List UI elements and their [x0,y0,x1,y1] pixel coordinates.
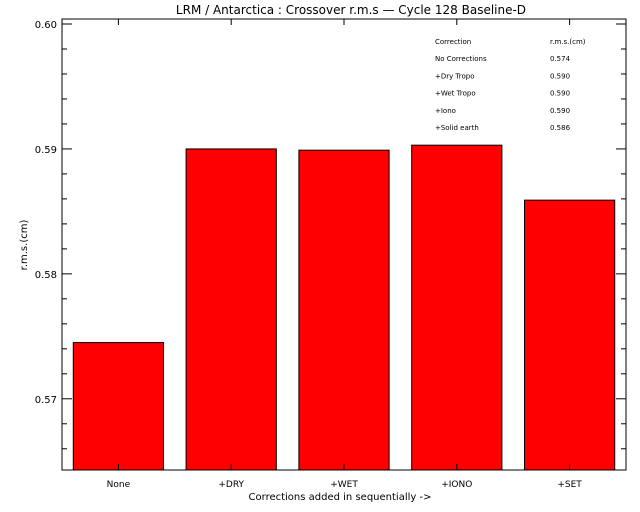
x-tick-label: +SET [557,480,582,490]
table-cell-rms: 0.590 [550,90,570,98]
bar-4 [411,144,503,471]
y-axis-label: r.m.s.(cm) [19,220,30,271]
x-tick-label: +DRY [218,480,244,490]
y-tick-label: 0.59 [35,145,57,156]
bars-layer [72,144,616,471]
y-tick-label: 0.57 [35,395,57,406]
x-tick-label: +IONO [441,480,472,490]
table-cell-rms: 0.574 [550,55,571,63]
chart-title: LRM / Antarctica : Crossover r.m.s — Cyc… [176,3,526,17]
table-cell-correction: +Iono [435,107,456,115]
bar-1 [72,342,165,471]
bar-3 [298,149,390,471]
table-cell-correction: +Dry Tropo [435,72,474,80]
table-header-correction: Correction [435,38,471,46]
ticks-layer: None +DRY +WET +IONO +SET 0.57 0.58 0.59 0.60 [35,19,626,490]
table-header-rms: r.m.s.(cm) [550,38,586,46]
x-tick-label: None [107,480,131,490]
x-axis-label: Corrections added in sequentially -> [249,492,432,503]
table-cell-rms: 0.586 [550,124,571,132]
table-cell-correction: +Wet Tropo [435,90,476,98]
y-tick-label: 0.60 [35,20,57,31]
bar-5 [523,199,616,471]
y-tick-label: 0.58 [35,270,57,281]
table-cell-rms: 0.590 [550,72,570,80]
table-cell-correction: +Solid earth [435,124,479,132]
legend-table: Correction r.m.s.(cm) No Corrections 0.574 +… [435,38,586,132]
x-tick-label: +WET [330,480,358,490]
table-cell-correction: No Corrections [435,55,487,63]
bar-2 [185,148,277,471]
table-cell-rms: 0.590 [550,107,570,115]
